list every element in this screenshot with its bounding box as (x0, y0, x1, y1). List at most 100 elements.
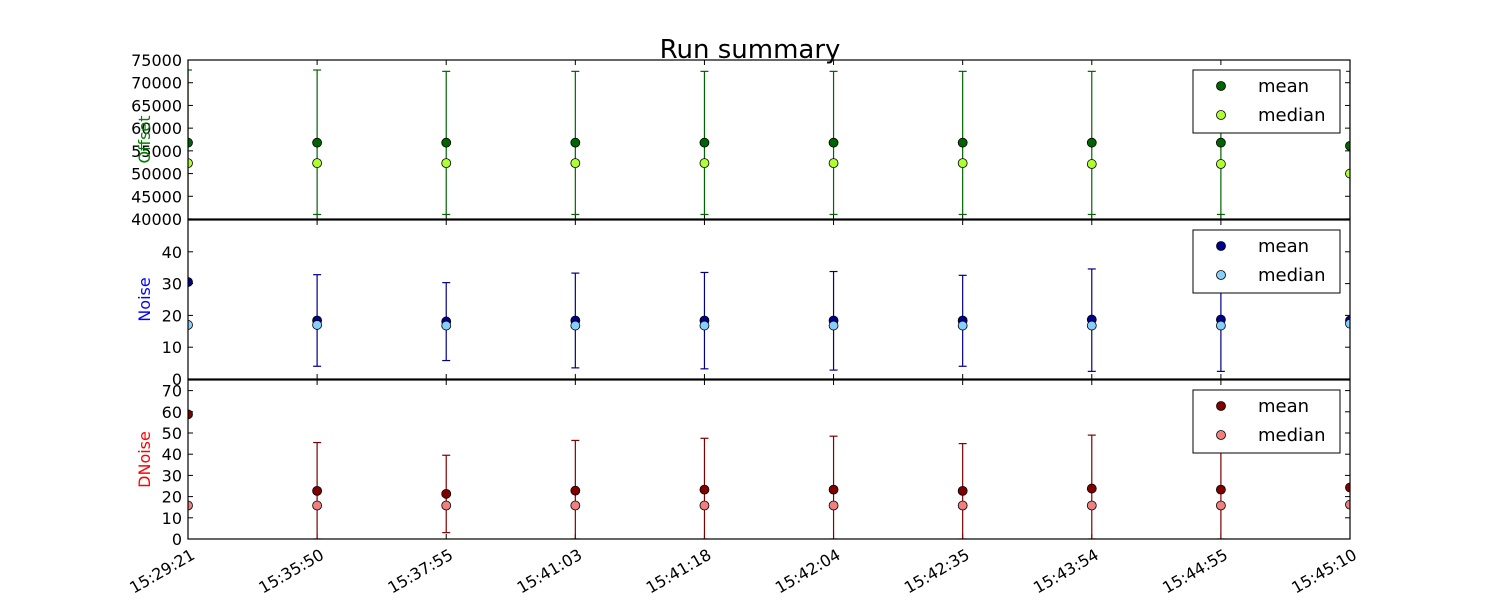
point-mean (312, 485, 323, 496)
legend-box (1192, 229, 1341, 294)
y-tick-label: 40 (162, 445, 182, 464)
y-tick-label: 30 (162, 275, 182, 294)
point-mean (312, 137, 323, 148)
point-mean (188, 277, 193, 287)
point-mean (828, 137, 839, 148)
legend-label: median (1258, 265, 1325, 286)
point-mean (1086, 137, 1097, 148)
point-median (1345, 168, 1350, 179)
y-tick-label: 55000 (131, 142, 182, 161)
point-mean (699, 137, 710, 148)
legend-marker (1216, 270, 1226, 280)
legend-label: median (1258, 425, 1325, 446)
point-median (441, 500, 452, 511)
legend-label: median (1258, 105, 1325, 126)
point-median (1086, 500, 1097, 511)
point-median (1215, 500, 1226, 511)
point-median (570, 320, 581, 331)
point-median (570, 158, 581, 169)
point-median (699, 320, 710, 331)
axes-frame (187, 379, 1351, 540)
point-median (441, 320, 452, 331)
point-median (957, 158, 968, 169)
point-mean (1215, 484, 1226, 495)
y-axis-label: DNoise (135, 431, 154, 488)
point-median (1215, 320, 1226, 331)
point-median (1345, 318, 1350, 329)
x-tick-label: 15:37:55 (384, 545, 456, 597)
point-median (957, 500, 968, 511)
y-tick-label: 10 (162, 338, 182, 357)
y-axis-label: Noise (135, 277, 154, 321)
point-mean (570, 485, 581, 496)
x-tick-label: 15:29:21 (126, 545, 198, 597)
point-median (312, 500, 323, 511)
legend-box (1192, 69, 1341, 134)
y-tick-label: 50000 (131, 165, 182, 184)
y-tick-label: 30 (162, 466, 182, 485)
point-median (1086, 159, 1097, 169)
y-tick-label: 60 (162, 403, 182, 422)
point-mean (441, 137, 452, 148)
point-mean (1215, 137, 1226, 148)
y-tick-label: 45000 (131, 187, 182, 206)
y-tick-label: 70000 (131, 74, 182, 93)
y-tick-label: 0 (172, 370, 182, 389)
point-mean (957, 485, 968, 496)
point-median (188, 158, 193, 169)
x-tick-label: 15:44:55 (1159, 545, 1231, 597)
point-mean (188, 409, 193, 420)
x-tick-label: 15:43:54 (1030, 545, 1102, 597)
panel-dnoise: 0 10 20 30 40 50 60 70 DNoise mean median (135, 379, 1351, 549)
axes-frame (187, 59, 1351, 220)
x-tick-label: 15:41:03 (514, 545, 586, 597)
x-tick-label: 15:41:18 (643, 545, 715, 597)
legend-box (1192, 389, 1341, 454)
point-mean (957, 137, 968, 148)
point-mean (699, 484, 710, 495)
point-median (699, 500, 710, 511)
x-tick-label: 15:45:10 (1288, 545, 1360, 597)
point-median (570, 500, 581, 511)
point-mean (1345, 140, 1350, 151)
y-tick-label: 20 (162, 306, 182, 325)
legend: mean median (1192, 229, 1341, 294)
legend-label: mean (1258, 236, 1309, 257)
legend-label: mean (1258, 76, 1309, 97)
point-median (312, 320, 323, 330)
point-median (828, 320, 839, 331)
point-mean (188, 137, 193, 148)
x-tick-label: 15:42:04 (772, 545, 844, 597)
legend: mean median (1192, 69, 1341, 134)
point-mean (441, 488, 452, 499)
point-median (312, 158, 323, 169)
y-tick-label: 75000 (131, 51, 182, 70)
y-tick-label: 0 (172, 530, 182, 549)
y-tick-label: 50 (162, 424, 182, 443)
legend: mean median (1192, 389, 1341, 454)
point-mean (1345, 482, 1350, 493)
panel-noise: 0 10 20 30 40 Noise mean median (135, 219, 1351, 389)
point-median (441, 158, 452, 169)
point-median (188, 320, 193, 330)
data-layer (188, 69, 1350, 219)
data-layer (188, 409, 1350, 539)
point-median (1215, 159, 1226, 169)
legend-marker (1216, 81, 1226, 91)
point-median (957, 320, 968, 331)
point-mean (828, 484, 839, 495)
x-tick-labels: 15:29:21 15:35:50 15:37:55 15:41:03 15:41:18… (126, 545, 1360, 597)
point-median (1345, 499, 1350, 510)
legend-marker (1216, 110, 1226, 120)
point-mean (570, 137, 581, 148)
y-tick-label: 40 (162, 243, 182, 262)
y-tick-label: 20 (162, 488, 182, 507)
y-tick-label: 70 (162, 382, 182, 401)
y-tick-label: 60000 (131, 119, 182, 138)
legend-marker (1216, 401, 1226, 411)
x-tick-label: 15:35:50 (255, 545, 327, 597)
x-tick-label: 15:42:35 (901, 545, 973, 597)
axes-frame (187, 219, 1351, 380)
point-mean (1086, 483, 1097, 494)
